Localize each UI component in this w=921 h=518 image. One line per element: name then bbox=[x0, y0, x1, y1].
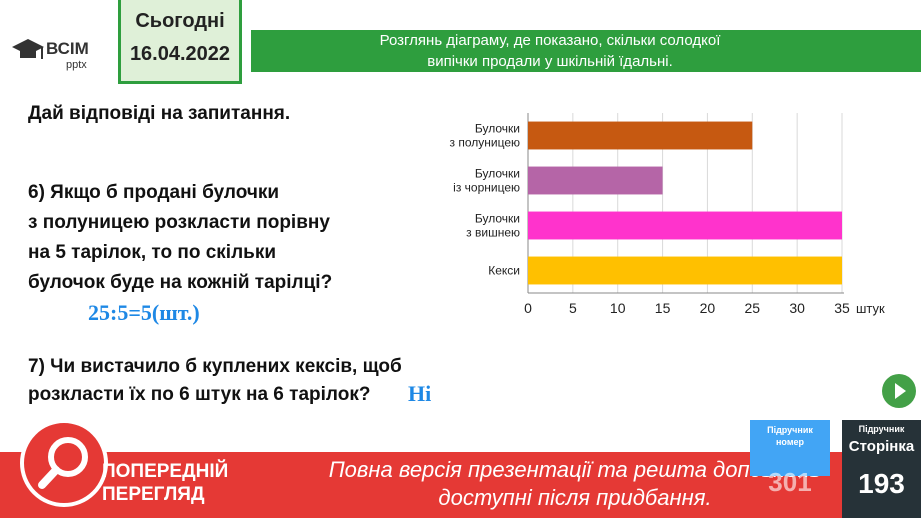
category-label: Булочки bbox=[475, 122, 520, 136]
purchase-text: Повна версія презентації та решта доповн… bbox=[250, 456, 900, 512]
textbook-page-label: Підручник bbox=[858, 424, 905, 434]
task-line-1: Розглянь діаграму, де показано, скільки … bbox=[379, 32, 721, 49]
bar bbox=[528, 256, 842, 285]
questions-heading: Дай відповіді на запитання. bbox=[28, 103, 291, 124]
vsim-logo: ВСІМ pptx bbox=[10, 33, 100, 75]
purchase-line-1: Повна версія презентації та решта доповн… bbox=[328, 457, 822, 482]
q6-line: булочок буде на кожній тарілці? bbox=[28, 272, 333, 293]
task-text: Розглянь діаграму, де показано, скільки … bbox=[350, 30, 750, 72]
x-tick-label: 10 bbox=[610, 300, 626, 316]
search-badge bbox=[20, 419, 108, 507]
textbook-page-word: Сторінка bbox=[848, 438, 915, 455]
q6-line: з полуницею розкласти порівну bbox=[28, 212, 330, 233]
category-label: Кекси bbox=[488, 264, 520, 278]
logo-text: ВСІМ bbox=[46, 39, 89, 58]
bar bbox=[528, 121, 753, 150]
category-label: з вишнею bbox=[466, 226, 520, 240]
textbook-number-label: Підручник номер bbox=[750, 424, 830, 448]
graduation-cap-icon: ВСІМ pptx bbox=[12, 39, 89, 71]
q6-line: 6) Якщо б продані булочки bbox=[28, 182, 280, 203]
x-unit-label: штук bbox=[856, 301, 885, 316]
answer-7: Ні bbox=[408, 381, 432, 406]
q6-line: на 5 тарілок, то по скільки bbox=[28, 242, 277, 263]
task-line-2: випічки продали у шкільній їдальні. bbox=[427, 53, 673, 70]
task-banner bbox=[251, 30, 921, 72]
question-7: 7) Чи вистачило б куплених кексів, щоб р… bbox=[28, 353, 458, 409]
question-6: 6) Якщо б продані булочки з полуницею ро… bbox=[28, 178, 408, 298]
sales-bar-chart: Булочки з полуницею Булочки із чорницею Було… bbox=[445, 105, 905, 325]
magnifier-icon bbox=[38, 437, 88, 489]
textbook-number: 301 bbox=[768, 467, 812, 497]
x-tick-label: 35 bbox=[834, 300, 850, 316]
preview-line-1: ПОПЕРЕДНІЙ bbox=[102, 461, 229, 482]
x-tick-label: 15 bbox=[655, 300, 671, 316]
category-label: Булочки bbox=[475, 212, 520, 226]
textbook-page-number: 193 bbox=[858, 468, 905, 499]
answer-6: 25:5=5(шт.) bbox=[88, 300, 200, 325]
x-tick-label: 0 bbox=[524, 300, 532, 316]
x-tick-label: 20 bbox=[700, 300, 716, 316]
x-tick-label: 25 bbox=[744, 300, 760, 316]
tb-num-label-2: номер bbox=[776, 437, 804, 447]
arrow-right-icon bbox=[895, 383, 906, 399]
bar bbox=[528, 211, 842, 240]
q7-line: розкласти їх по 6 штук на 6 тарілок? bbox=[28, 384, 371, 405]
x-tick-label: 5 bbox=[569, 300, 577, 316]
logo-sub: pptx bbox=[66, 59, 87, 71]
textbook-page-box bbox=[842, 420, 921, 518]
preview-line-2: ПЕРЕГЛЯД bbox=[102, 484, 205, 505]
today-label: Сьогодні bbox=[135, 10, 225, 32]
category-label: із чорницею bbox=[453, 181, 520, 195]
x-tick-label: 30 bbox=[789, 300, 805, 316]
bar bbox=[528, 166, 663, 195]
next-slide-button[interactable] bbox=[882, 374, 916, 408]
date-box: Сьогодні 16.04.2022 bbox=[118, 0, 242, 84]
purchase-line-2: доступні після придбання. bbox=[438, 485, 712, 510]
textbook-number-box bbox=[750, 420, 830, 476]
category-label: з полуницею bbox=[450, 136, 521, 150]
q7-line: 7) Чи вистачило б куплених кексів, щоб bbox=[28, 356, 402, 377]
date-value: 16.04.2022 bbox=[129, 43, 231, 65]
preview-label: ПОПЕРЕДНІЙ ПЕРЕГЛЯД bbox=[102, 460, 228, 506]
category-label: Булочки bbox=[475, 167, 520, 181]
tb-num-label-1: Підручник bbox=[767, 425, 813, 435]
